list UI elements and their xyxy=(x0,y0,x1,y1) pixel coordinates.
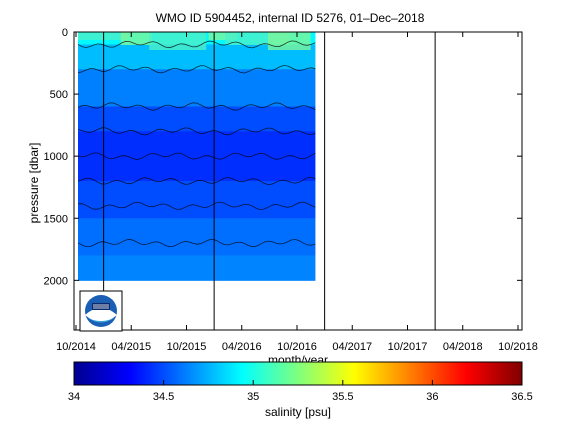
salinity-band xyxy=(78,218,316,256)
surface-patch xyxy=(267,32,311,50)
colorbar-tick-label: 36.5 xyxy=(511,391,532,403)
x-tick-label: 04/2015 xyxy=(111,341,151,353)
x-tick-label: 04/2018 xyxy=(443,341,483,353)
x-tick-label: 10/2014 xyxy=(56,341,96,353)
colorbar-tick-label: 34.5 xyxy=(153,391,174,403)
surface-patch xyxy=(149,32,207,50)
x-tick-label: 04/2016 xyxy=(222,341,262,353)
colorbar-tick-label: 34 xyxy=(68,391,80,403)
salinity-band xyxy=(78,255,316,281)
year-marker-layer xyxy=(103,32,436,330)
x-tick-label: 10/2018 xyxy=(498,341,538,353)
colorbar-tick-label: 35 xyxy=(247,391,259,403)
colorbar xyxy=(73,361,523,386)
contour-line xyxy=(77,127,316,136)
y-tick-label: 1000 xyxy=(44,151,68,163)
salinity-band xyxy=(78,106,316,132)
x-axis: 10/2014 04/2015 10/2015 04/2016 10/2016 04/20… xyxy=(56,32,538,353)
salinity-band xyxy=(78,156,316,182)
salinity-band xyxy=(78,131,316,157)
y-tick-label: 2000 xyxy=(44,275,68,287)
x-tick-label: 10/2017 xyxy=(388,341,428,353)
chart-title: WMO ID 5904452, internal ID 5276, 01–Dec… xyxy=(156,11,425,25)
x-tick-label: 10/2015 xyxy=(167,341,207,353)
y-tick-label: 1500 xyxy=(44,213,68,225)
colorbar-label: salinity [psu] xyxy=(265,405,331,419)
contour-line xyxy=(77,201,316,211)
contour-line xyxy=(77,176,316,186)
contour-line xyxy=(77,40,316,49)
colorbar-tick-label: 35.5 xyxy=(332,391,353,403)
contour-line xyxy=(77,238,316,248)
plot-frame xyxy=(73,31,523,331)
colorbar-tick-label: 36 xyxy=(426,391,438,403)
contour-layer xyxy=(77,40,316,248)
surface-patch xyxy=(208,32,238,40)
data-layer xyxy=(78,32,316,281)
noaa-logo xyxy=(79,290,123,332)
contour-line xyxy=(77,102,316,111)
colorbar-ticks: 34 34.5 35 35.5 36 36.5 xyxy=(68,380,533,403)
salinity-band xyxy=(78,69,316,107)
contour-line xyxy=(77,152,316,160)
x-tick-label: 10/2016 xyxy=(277,341,317,353)
contour-line xyxy=(77,65,316,74)
x-tick-label: 04/2017 xyxy=(332,341,372,353)
y-axis-label: pressure [dbar] xyxy=(27,143,41,224)
salinity-band xyxy=(78,181,316,219)
y-tick-label: 500 xyxy=(50,89,68,101)
surface-patch xyxy=(78,32,128,40)
y-tick-label: 0 xyxy=(62,27,68,39)
